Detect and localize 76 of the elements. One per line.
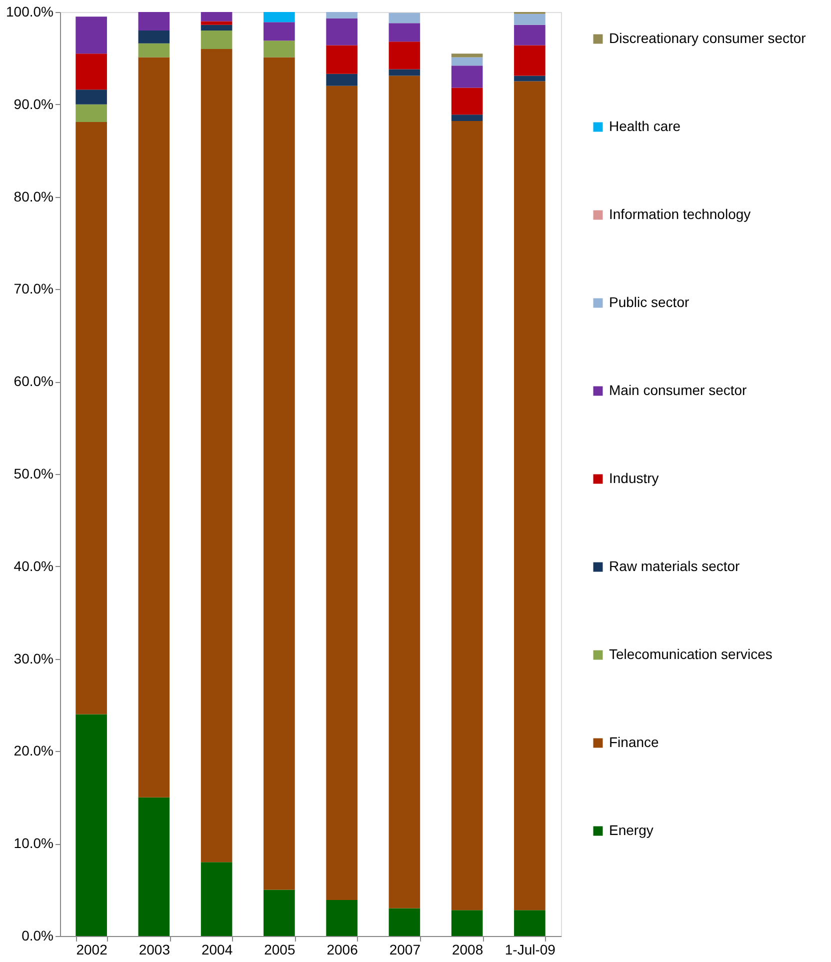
bar (200, 12, 232, 22)
bar (326, 900, 358, 936)
bar (326, 74, 358, 86)
bar (514, 910, 546, 936)
y-tick-label: 90.0% (14, 96, 54, 112)
bar (200, 21, 232, 25)
bar (514, 24, 546, 46)
bar (264, 890, 295, 936)
bar (76, 16, 107, 54)
y-tick-label: 80.0% (14, 188, 54, 204)
bar (264, 40, 295, 58)
bar (76, 104, 107, 122)
bar (388, 69, 420, 76)
y-tick-label: 0.0% (22, 928, 54, 944)
bar (388, 12, 420, 24)
bar (200, 24, 232, 30)
bar (326, 86, 358, 900)
x-tick-label: 2008 (452, 942, 484, 958)
bar (514, 76, 546, 82)
bar (200, 48, 232, 862)
bar (451, 114, 483, 122)
bar (200, 862, 232, 936)
y-tick-label: 50.0% (14, 466, 54, 482)
legend-label: Discreationary consumer sector (609, 30, 806, 46)
bar (388, 42, 420, 70)
bar (76, 54, 107, 90)
legend-label: Telecomunication services (609, 646, 772, 662)
bar (326, 45, 358, 74)
legend-label: Finance (609, 734, 660, 750)
bar (200, 30, 232, 49)
bar (451, 66, 483, 88)
legend-label: Energy (609, 822, 654, 838)
bar (514, 81, 546, 910)
bar (264, 12, 295, 22)
bar (264, 57, 295, 890)
x-tick-label: 2004 (201, 942, 233, 958)
x-tick-label: 2005 (264, 942, 296, 958)
x-tick-label: 2003 (138, 942, 170, 958)
bar (451, 88, 483, 115)
bar (264, 22, 295, 41)
bar (138, 30, 170, 44)
legend-label: Information technology (609, 206, 751, 222)
legend-label: Industry (609, 470, 659, 486)
bar (326, 12, 358, 18)
y-tick-label: 20.0% (14, 742, 54, 759)
y-tick-label: 10.0% (14, 835, 54, 852)
bar (451, 121, 483, 910)
bar (76, 122, 107, 714)
bar (451, 910, 483, 936)
bar (138, 797, 170, 936)
bar (326, 18, 358, 46)
x-tick-label: 1-Jul-09 (504, 942, 556, 958)
x-tick-label: 2007 (389, 942, 421, 958)
bar (76, 714, 107, 936)
bar (76, 90, 107, 104)
y-tick-label: 40.0% (14, 558, 54, 574)
bar (388, 76, 420, 908)
bar (388, 23, 420, 42)
y-tick-label: 30.0% (14, 650, 54, 666)
y-tick-label: 60.0% (14, 373, 54, 390)
bar (514, 14, 546, 25)
legend-label: Health care (609, 118, 681, 134)
bar (451, 57, 483, 66)
bar (138, 57, 170, 798)
x-tick-label: 2006 (326, 942, 358, 958)
legend-label: Public sector (609, 294, 690, 310)
bar (138, 12, 170, 30)
y-tick-label: 70.0% (14, 280, 54, 297)
bar (451, 54, 483, 58)
x-tick-label: 2002 (76, 942, 108, 958)
bar (388, 908, 420, 936)
bar (138, 43, 170, 58)
y-tick-label: 100.0% (6, 4, 54, 20)
legend-label: Raw materials sector (609, 558, 740, 574)
legend-label: Main consumer sector (609, 382, 748, 398)
bar (514, 45, 546, 76)
